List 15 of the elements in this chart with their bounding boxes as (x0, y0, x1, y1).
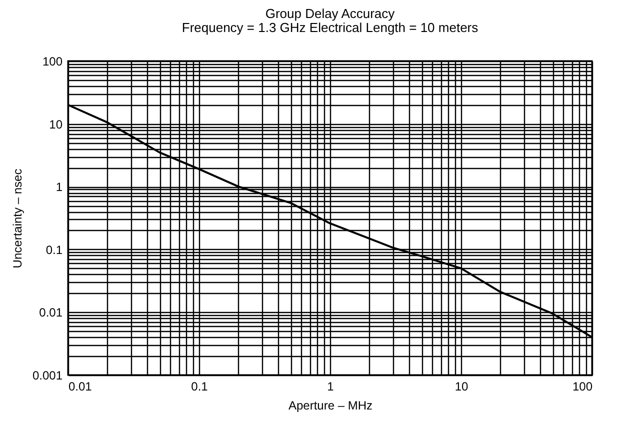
x-axis-title: Aperture – MHz (288, 398, 373, 412)
chart-subtitle: Frequency = 1.3 GHz Electrical Length = 10 meters (182, 20, 479, 35)
y-tick-label: 1 (56, 180, 63, 194)
x-tick-label: 0.01 (68, 380, 92, 394)
chart-title: Group Delay Accuracy (265, 6, 396, 21)
y-tick-label: 0.001 (32, 368, 63, 382)
y-tick-label: 0.1 (46, 242, 63, 257)
y-tick-label: 100 (42, 54, 63, 68)
x-tick-label: 100 (572, 380, 593, 394)
y-axis-title: Uncertainty – nsec (10, 168, 24, 268)
y-tick-label: 10 (49, 117, 63, 132)
x-tick-label: 1 (327, 380, 334, 394)
y-tick-label: 0.01 (39, 306, 63, 320)
x-tick-label: 0.1 (191, 380, 208, 394)
x-tick-label: 10 (454, 380, 468, 394)
